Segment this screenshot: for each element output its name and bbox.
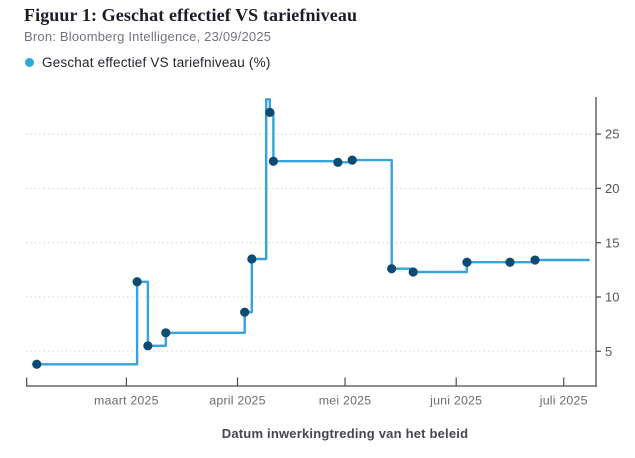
y-tick-label: 5 bbox=[605, 344, 612, 359]
x-tick-label: april 2025 bbox=[209, 394, 265, 408]
data-point-marker bbox=[247, 254, 257, 264]
x-tick-label: juni 2025 bbox=[429, 394, 482, 408]
data-point-marker bbox=[387, 264, 397, 274]
data-point-marker bbox=[505, 257, 515, 267]
y-tick-label: 15 bbox=[605, 235, 619, 250]
x-axis-title: Datum inwerkingtreding van het beleid bbox=[221, 426, 469, 441]
legend: Geschat effectief VS tariefniveau (%) bbox=[25, 55, 271, 70]
data-point-marker bbox=[265, 107, 275, 117]
figure-source: Bron: Bloomberg Intelligence, 23/09/2025 bbox=[24, 29, 272, 44]
x-tick-label: maart 2025 bbox=[94, 394, 159, 408]
y-tick-label: 25 bbox=[605, 127, 619, 142]
x-tick-label: juli 2025 bbox=[539, 394, 588, 408]
data-point-marker bbox=[268, 156, 278, 166]
data-point-marker bbox=[408, 267, 418, 277]
series-line bbox=[35, 98, 590, 366]
data-point-marker bbox=[462, 257, 472, 267]
y-tick-label: 20 bbox=[605, 181, 619, 196]
data-point-marker bbox=[530, 255, 540, 265]
data-point-marker bbox=[32, 359, 42, 369]
data-point-marker bbox=[347, 155, 357, 165]
data-point-marker bbox=[333, 157, 343, 167]
data-point-marker bbox=[143, 341, 153, 351]
data-point-marker bbox=[240, 307, 250, 317]
data-point-marker bbox=[161, 328, 171, 338]
y-tick-label: 10 bbox=[605, 290, 619, 305]
legend-label: Geschat effectief VS tariefniveau (%) bbox=[42, 55, 271, 70]
figure-title: Figuur 1: Geschat effectief VS tariefniv… bbox=[24, 5, 358, 25]
step-line-chart: 5 10 15 20 25 maart 2025 april 2025 mei 2025 jun… bbox=[26, 97, 619, 408]
data-point-marker bbox=[132, 277, 142, 287]
x-tick-label: mei 2025 bbox=[319, 394, 372, 408]
legend-dot-icon bbox=[25, 58, 34, 67]
